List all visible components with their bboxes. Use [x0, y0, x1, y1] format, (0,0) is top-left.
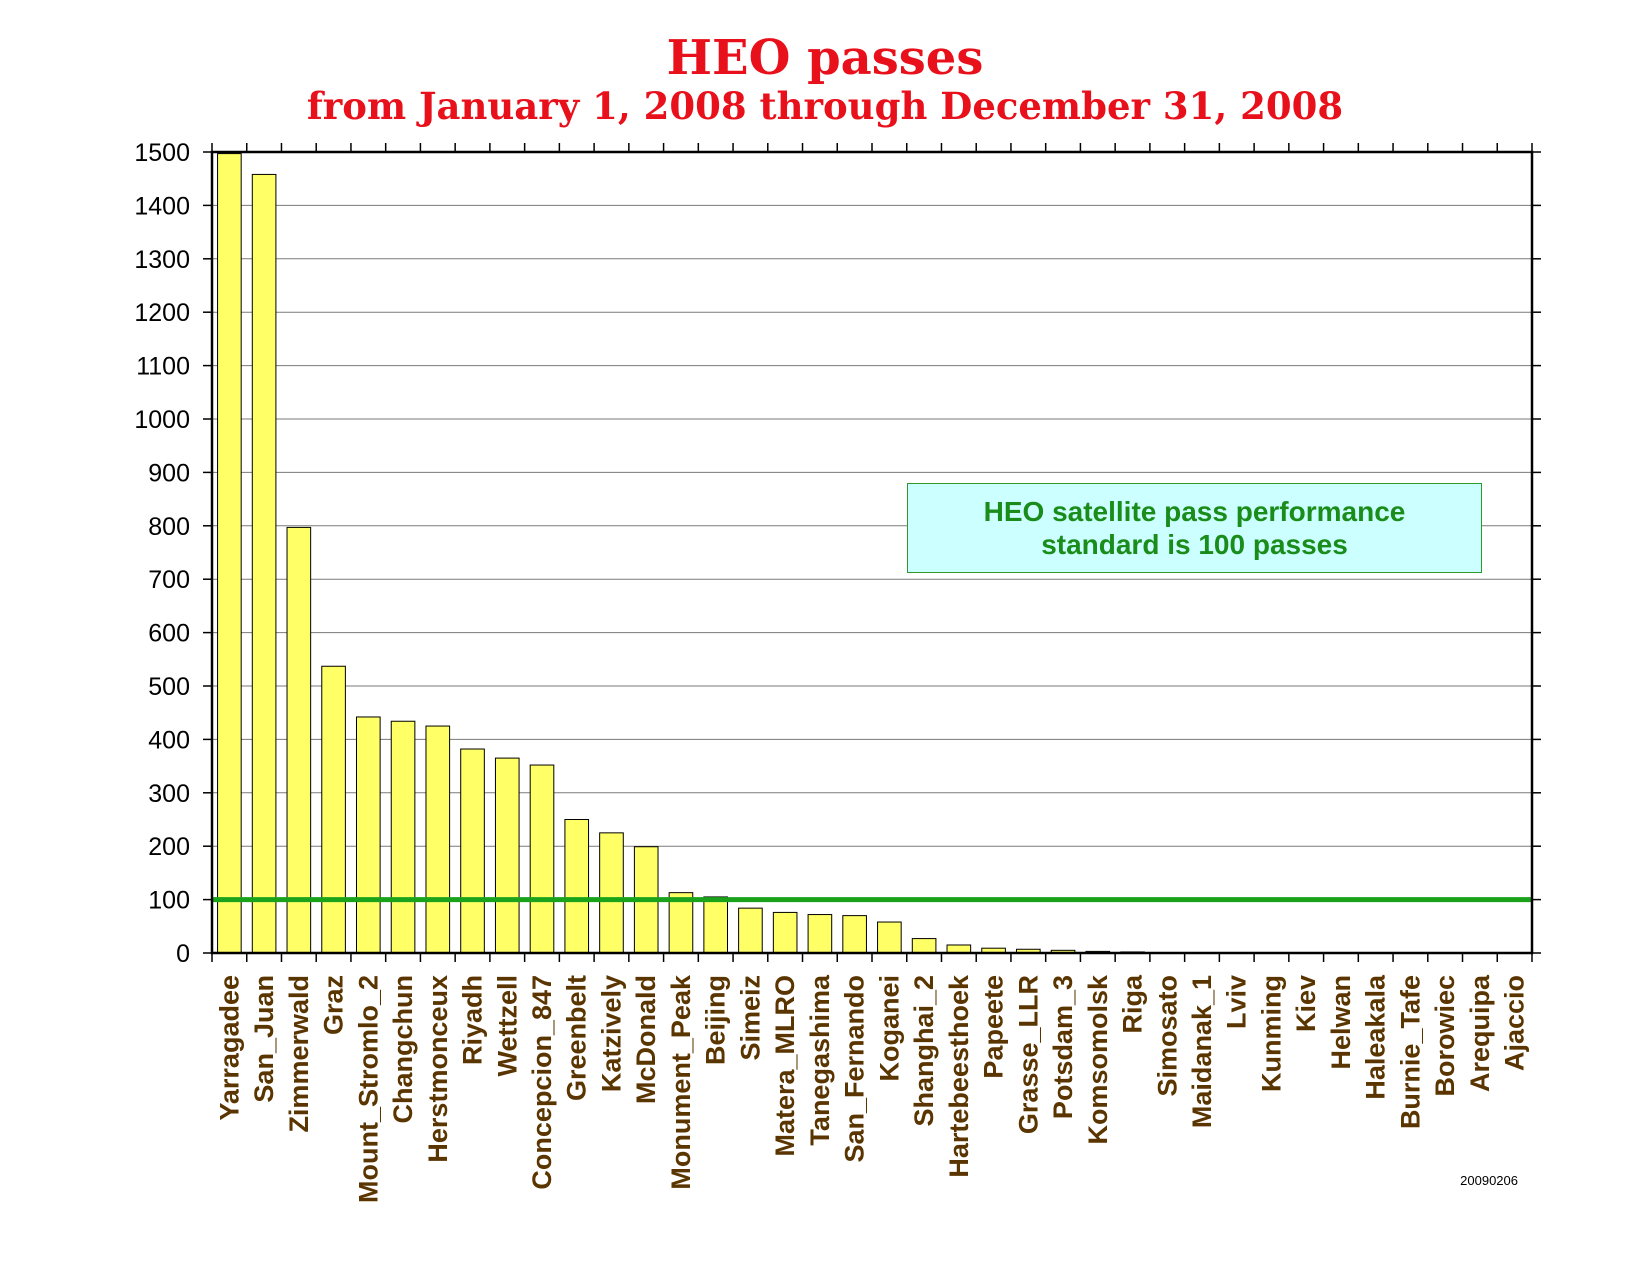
- bar: [356, 716, 381, 954]
- x-category-label: Kiev: [1291, 975, 1321, 1032]
- bar: [494, 757, 520, 954]
- x-category-label: Simeiz: [735, 975, 765, 1061]
- x-category-label: Riyadh: [458, 975, 488, 1065]
- x-category-label: Borowiec: [1430, 975, 1460, 1097]
- y-tick-label: 1000: [134, 406, 190, 434]
- performance-standard-annotation: HEO satellite pass performance standard …: [907, 483, 1482, 573]
- x-category-label: Potsdam_3: [1048, 975, 1078, 1119]
- y-tick-label: 900: [148, 459, 190, 487]
- x-category-label: Greenbelt: [562, 975, 592, 1101]
- x-category-label: Komsomolsk: [1083, 974, 1113, 1145]
- chart-title: HEO passes: [666, 30, 984, 86]
- y-tick-label: 1100: [136, 353, 190, 381]
- y-tick-label: 1200: [134, 299, 190, 327]
- y-tick-label: 700: [148, 566, 190, 594]
- x-category-label: Lviv: [1222, 975, 1252, 1029]
- bar: [251, 173, 277, 954]
- x-category-label: Simosato: [1152, 975, 1182, 1097]
- bar: [911, 938, 937, 954]
- bar: [217, 153, 242, 954]
- x-category-label: Helwan: [1326, 975, 1356, 1070]
- bar: [807, 914, 833, 954]
- x-category-label: Papeete: [979, 975, 1009, 1079]
- y-tick-label: 600: [148, 620, 190, 648]
- x-category-label: Tanegashima: [805, 974, 835, 1146]
- x-category-label: Graz: [319, 975, 349, 1035]
- x-category-label: Yarragadee: [214, 975, 244, 1121]
- annotation-line-1: HEO satellite pass performance: [983, 496, 1406, 527]
- chart-subtitle: from January 1, 2008 through December 31…: [306, 84, 1344, 128]
- y-tick-label: 200: [148, 833, 190, 861]
- bar: [772, 911, 798, 954]
- bar: [564, 819, 590, 954]
- bar: [321, 665, 346, 954]
- x-category-label: Kunming: [1256, 975, 1286, 1092]
- x-category-label: Monument_Peak: [666, 974, 696, 1190]
- bar: [529, 764, 555, 954]
- bar: [390, 720, 416, 954]
- bar: [703, 896, 728, 954]
- x-category-label: Matera_MLRO: [770, 975, 800, 1157]
- y-tick-label: 1400: [134, 192, 190, 220]
- annotation-line-2: standard is 100 passes: [1041, 529, 1348, 560]
- x-category-label: Haleakala: [1361, 974, 1391, 1100]
- bar: [425, 725, 451, 954]
- plot-frame: [210, 150, 1534, 955]
- x-category-label: Burnie_Tafe: [1395, 975, 1425, 1129]
- x-category-label: Herstmonceux: [423, 975, 453, 1163]
- y-tick-label: 1300: [134, 246, 190, 274]
- y-tick-label: 1500: [134, 139, 190, 167]
- x-category-label: Riga: [1118, 974, 1148, 1033]
- x-category-label: Katzively: [596, 975, 626, 1092]
- x-category-label: San_Juan: [249, 975, 279, 1103]
- x-category-label: Zimmerwald: [284, 975, 314, 1133]
- y-tick-label: 100: [148, 887, 190, 915]
- bar: [460, 748, 485, 954]
- x-category-label: Arequipa: [1465, 974, 1495, 1092]
- y-tick-label: 500: [148, 673, 190, 701]
- x-category-label: Shanghai_2: [909, 975, 939, 1127]
- bar: [842, 915, 867, 954]
- x-category-label: Concepcion_847: [527, 975, 557, 1190]
- x-category-label: Ajaccio: [1500, 975, 1530, 1071]
- x-category-label: Changchun: [388, 975, 418, 1124]
- x-category-label: McDonald: [631, 975, 661, 1104]
- x-category-label: Hartebeesthoek: [944, 974, 974, 1178]
- x-category-label: Wettzell: [492, 975, 522, 1077]
- x-category-label: San_Fernando: [840, 975, 870, 1163]
- x-category-label: Maidanak_1: [1187, 975, 1217, 1128]
- y-tick-label: 800: [148, 513, 190, 541]
- x-category-label: Mount_Stromlo_2: [353, 975, 383, 1203]
- bar: [286, 526, 312, 954]
- x-category-label: Koganei: [874, 975, 904, 1082]
- document-code: 20090206: [1460, 1173, 1518, 1188]
- x-category-label: Beijing: [701, 975, 731, 1065]
- bar: [738, 907, 763, 954]
- bar: [877, 921, 902, 954]
- bar: [599, 832, 624, 954]
- y-tick-label: 300: [148, 780, 190, 808]
- x-category-label: Grasse_LLR: [1013, 975, 1043, 1134]
- y-tick-label: 400: [148, 726, 190, 754]
- y-tick-label: 0: [176, 940, 190, 968]
